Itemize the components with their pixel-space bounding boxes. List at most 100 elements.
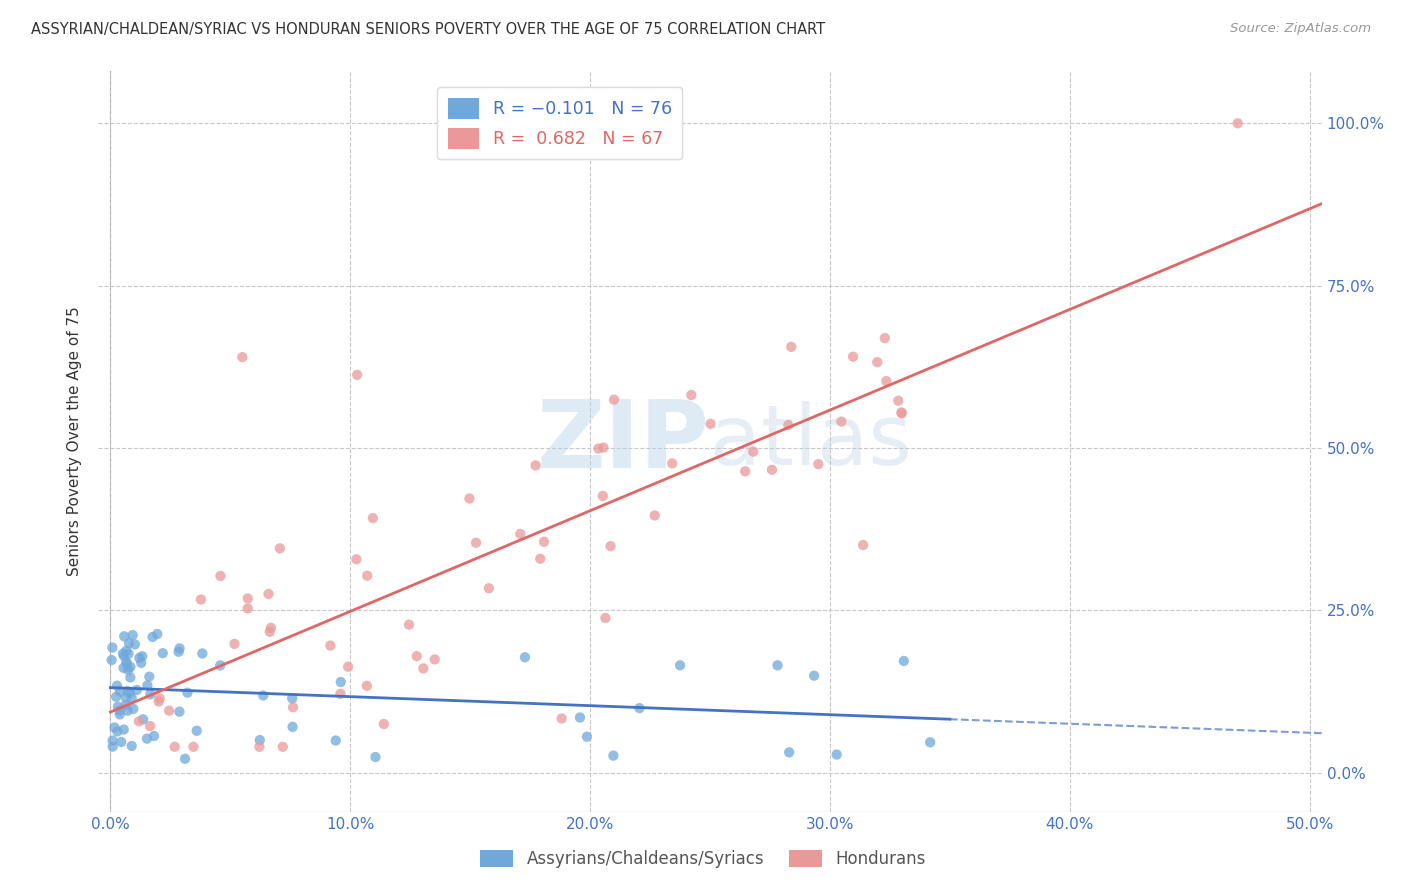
Legend: Assyrians/Chaldeans/Syriacs, Hondurans: Assyrians/Chaldeans/Syriacs, Hondurans [474, 843, 932, 875]
Point [111, 647, 134, 661]
Point [117, 663, 139, 677]
Point [236, 591, 259, 606]
Point [344, 552, 367, 566]
Point [108, 704, 131, 718]
Point [361, 511, 384, 525]
Point [136, 731, 159, 746]
Point [110, 735, 132, 749]
Point [337, 659, 360, 673]
Point [176, 686, 198, 700]
Point [121, 739, 143, 753]
Point [120, 660, 142, 674]
Point [890, 405, 912, 419]
Point [458, 491, 481, 506]
Point [103, 721, 125, 735]
Point [124, 637, 146, 651]
Point [575, 730, 598, 744]
Point [669, 658, 692, 673]
Point [259, 624, 281, 639]
Point [603, 392, 626, 407]
Point [117, 647, 139, 661]
Point [346, 368, 368, 382]
Point [890, 406, 912, 420]
Point [121, 628, 143, 642]
Point [120, 671, 142, 685]
Point [125, 683, 148, 698]
Point [592, 441, 614, 455]
Point [131, 649, 153, 664]
Point [550, 711, 572, 725]
Point [129, 656, 152, 670]
Point [236, 601, 259, 615]
Point [139, 687, 162, 701]
Point [183, 739, 205, 754]
Point [761, 463, 783, 477]
Point [356, 679, 378, 693]
Point [281, 691, 304, 706]
Point [602, 748, 624, 763]
Text: ZIP: ZIP [537, 395, 710, 488]
Point [780, 340, 803, 354]
Point [128, 651, 150, 665]
Point [249, 739, 271, 754]
Point [143, 729, 166, 743]
Point [105, 724, 128, 739]
Point [115, 644, 138, 658]
Point [112, 629, 135, 643]
Point [830, 415, 852, 429]
Point [681, 388, 703, 402]
Point [146, 627, 169, 641]
Point [249, 733, 271, 747]
Point [778, 745, 800, 759]
Point [423, 652, 446, 666]
Point [118, 686, 141, 700]
Point [191, 647, 214, 661]
Point [115, 690, 138, 705]
Point [209, 658, 232, 673]
Point [509, 527, 531, 541]
Point [136, 678, 159, 692]
Text: Source: ZipAtlas.com: Source: ZipAtlas.com [1230, 22, 1371, 36]
Point [112, 648, 135, 663]
Point [112, 723, 135, 737]
Point [138, 670, 160, 684]
Y-axis label: Seniors Poverty Over the Age of 75: Seniors Poverty Over the Age of 75 [67, 307, 83, 576]
Point [568, 710, 591, 724]
Point [101, 739, 124, 754]
Point [478, 581, 501, 595]
Point [257, 587, 280, 601]
Point [373, 717, 395, 731]
Point [132, 712, 155, 726]
Point [190, 592, 212, 607]
Point [524, 458, 547, 473]
Point [107, 699, 129, 714]
Point [766, 658, 789, 673]
Point [117, 684, 139, 698]
Point [364, 750, 387, 764]
Point [231, 350, 253, 364]
Point [920, 735, 942, 749]
Point [224, 637, 246, 651]
Text: atlas: atlas [710, 401, 911, 482]
Point [101, 640, 124, 655]
Point [628, 701, 651, 715]
Point [281, 720, 304, 734]
Point [778, 418, 800, 433]
Point [398, 617, 420, 632]
Point [121, 691, 143, 706]
Point [269, 541, 291, 556]
Point [101, 733, 124, 747]
Point [118, 636, 141, 650]
Point [271, 739, 294, 754]
Point [825, 747, 848, 762]
Point [112, 661, 135, 675]
Point [281, 700, 304, 714]
Point [115, 655, 138, 669]
Point [325, 733, 347, 747]
Point [595, 611, 617, 625]
Point [887, 393, 910, 408]
Point [329, 687, 352, 701]
Point [167, 645, 190, 659]
Point [114, 698, 136, 712]
Point [115, 657, 138, 671]
